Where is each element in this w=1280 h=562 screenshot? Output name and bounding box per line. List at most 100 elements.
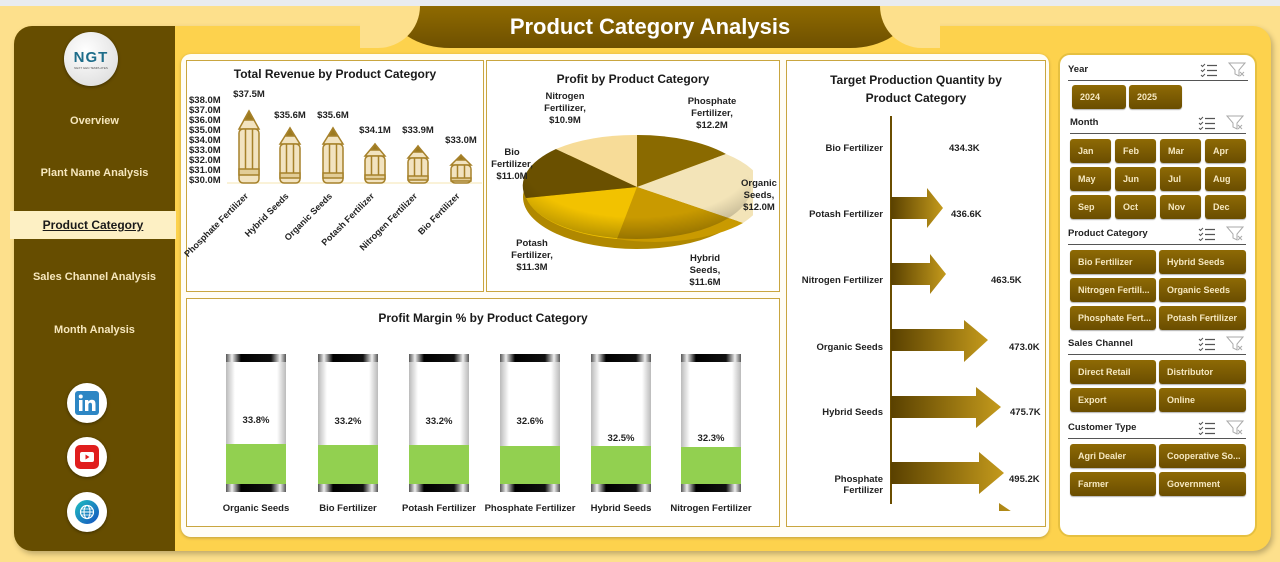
year-2025-button[interactable]: 2025 xyxy=(1129,85,1182,109)
year-2024-button[interactable]: 2024 xyxy=(1072,85,1126,109)
revenue-chart: Total Revenue by Product Category $38.0M… xyxy=(182,60,484,292)
category-bio-fertilizer-button[interactable]: Bio Fertilizer xyxy=(1070,250,1156,274)
revenue-chart-title: Total Revenue by Product Category xyxy=(233,67,437,81)
channel-direct-retail-button[interactable]: Direct Retail xyxy=(1070,360,1156,384)
revenue-value-label: $37.5M xyxy=(233,89,265,100)
margin-value: 32.3% xyxy=(697,433,725,444)
multi-select-icon[interactable] xyxy=(1196,420,1218,436)
multi-select-icon[interactable] xyxy=(1198,62,1220,78)
sidebar-item-plant-name-analysis[interactable]: Plant Name Analysis xyxy=(40,167,149,179)
logo-text: NGT xyxy=(73,48,109,66)
target-label: Nitrogen Fertilizer xyxy=(801,275,883,286)
margin-bar-organic-seeds: 33.8% xyxy=(226,354,286,492)
category-hybrid-seeds-button[interactable]: Hybrid Seeds xyxy=(1159,250,1246,274)
globe-icon xyxy=(75,500,99,524)
y-tick: $35.0M xyxy=(189,125,221,136)
sidebar-item-overview[interactable]: Overview xyxy=(70,115,119,127)
clear-filter-icon[interactable] xyxy=(1224,226,1246,242)
target-value: 495.2K xyxy=(1009,474,1040,485)
customer-government-button[interactable]: Government xyxy=(1159,472,1246,496)
customer-agri-dealer-button[interactable]: Agri Dealer xyxy=(1070,444,1156,468)
youtube-button[interactable] xyxy=(67,437,107,477)
clear-filter-icon[interactable] xyxy=(1224,336,1246,352)
slicer-year-header: Year xyxy=(1068,59,1248,81)
logo: NGT NEXT GEN TEMPLATES xyxy=(64,32,118,86)
pie-label-bio: Bio Fertilizer, $11.0M xyxy=(491,147,533,182)
category-potash-fertilizer-button[interactable]: Potash Fertilizer xyxy=(1159,306,1246,330)
month-may-button[interactable]: May xyxy=(1070,167,1111,191)
category-organic-seeds-button[interactable]: Organic Seeds xyxy=(1159,278,1246,302)
category-phosphate-fertilizer-button[interactable]: Phosphate Fert... xyxy=(1070,306,1156,330)
channel-online-button[interactable]: Online xyxy=(1159,388,1246,412)
pie-label-organic: Organic Seeds, $12.0M xyxy=(741,178,777,213)
y-tick: $36.0M xyxy=(189,115,221,126)
margin-x-label: Bio Fertilizer xyxy=(319,503,377,514)
month-oct-button[interactable]: Oct xyxy=(1115,195,1156,219)
multi-select-icon[interactable] xyxy=(1196,115,1218,131)
target-production-chart: Target Production Quantity by Product Ca… xyxy=(786,60,1046,527)
pie-label-hybrid: Hybrid Seeds, $11.6M xyxy=(689,253,721,288)
target-chart-title: Target Production Quantity by Product Ca… xyxy=(830,73,1002,105)
y-tick: $37.0M xyxy=(189,105,221,116)
revenue-value-label: $35.6M xyxy=(274,110,306,121)
month-feb-button[interactable]: Feb xyxy=(1115,139,1156,163)
month-mar-button[interactable]: Mar xyxy=(1160,139,1201,163)
channel-export-button[interactable]: Export xyxy=(1070,388,1156,412)
category-nitrogen-fertilizer-button[interactable]: Nitrogen Fertili... xyxy=(1070,278,1156,302)
target-value: 436.6K xyxy=(951,209,982,220)
multi-select-icon[interactable] xyxy=(1196,226,1218,242)
logo-subtext: NEXT GEN TEMPLATES xyxy=(74,65,108,70)
margin-value: 33.2% xyxy=(334,416,362,427)
y-tick: $32.0M xyxy=(189,155,221,166)
profit-pie-chart: Profit by Product Category Nitrogen Fert… xyxy=(486,60,780,292)
linkedin-icon xyxy=(75,391,99,415)
margin-x-label: Hybrid Seeds xyxy=(590,503,652,514)
month-sep-button[interactable]: Sep xyxy=(1070,195,1111,219)
margin-bar-potash-fertilizer: 33.2% xyxy=(409,354,469,492)
target-label: Bio Fertilizer xyxy=(825,143,883,154)
page-title: Product Category Analysis xyxy=(509,14,791,39)
month-dec-button[interactable]: Dec xyxy=(1205,195,1246,219)
month-nov-button[interactable]: Nov xyxy=(1160,195,1201,219)
target-value: 473.0K xyxy=(1009,342,1040,353)
month-jan-button[interactable]: Jan xyxy=(1070,139,1111,163)
month-aug-button[interactable]: Aug xyxy=(1205,167,1246,191)
youtube-icon xyxy=(75,445,99,469)
revenue-value-label: $33.0M xyxy=(445,135,477,146)
y-tick: $33.0M xyxy=(189,145,221,156)
target-axis-line xyxy=(890,116,892,504)
month-jul-button[interactable]: Jul xyxy=(1160,167,1201,191)
target-value: 463.5K xyxy=(991,275,1022,286)
margin-x-label: Nitrogen Fertilizer xyxy=(670,503,752,514)
revenue-x-label: Hybrid Seeds xyxy=(243,191,292,239)
slicer-month-header: Month xyxy=(1070,112,1246,134)
target-label: Potash Fertilizer xyxy=(809,209,883,220)
revenue-pencil-bars xyxy=(227,109,482,184)
revenue-x-label: Bio Fertilizer xyxy=(416,191,463,237)
margin-value: 32.6% xyxy=(516,416,544,427)
customer-cooperative-button[interactable]: Cooperative So... xyxy=(1159,444,1246,468)
sidebar: NGT NEXT GEN TEMPLATES Overview Plant Na… xyxy=(10,26,176,551)
sidebar-item-sales-channel-analysis[interactable]: Sales Channel Analysis xyxy=(32,271,157,283)
slicer-customer-type-title: Customer Type xyxy=(1068,422,1137,433)
profit-pie xyxy=(522,134,753,249)
slicer-customer-type-header: Customer Type xyxy=(1068,417,1246,439)
month-jun-button[interactable]: Jun xyxy=(1115,167,1156,191)
website-button[interactable] xyxy=(67,492,107,532)
margin-x-label: Potash Fertilizer xyxy=(402,503,476,514)
customer-farmer-button[interactable]: Farmer xyxy=(1070,472,1156,496)
margin-x-label: Organic Seeds xyxy=(222,503,290,514)
channel-distributor-button[interactable]: Distributor xyxy=(1159,360,1246,384)
multi-select-icon[interactable] xyxy=(1196,336,1218,352)
pie-label-nitrogen: Nitrogen Fertilizer, $10.9M xyxy=(544,91,586,126)
y-tick: $31.0M xyxy=(189,165,221,176)
sidebar-item-month-analysis[interactable]: Month Analysis xyxy=(54,324,135,336)
slicer-product-category-title: Product Category xyxy=(1068,228,1148,239)
linkedin-button[interactable] xyxy=(67,383,107,423)
revenue-value-label: $33.9M xyxy=(402,125,434,136)
sidebar-item-product-category[interactable]: Product Category xyxy=(10,211,176,239)
month-apr-button[interactable]: Apr xyxy=(1205,139,1246,163)
clear-filter-icon[interactable] xyxy=(1224,115,1246,131)
clear-filter-icon[interactable] xyxy=(1224,420,1246,436)
clear-filter-icon[interactable] xyxy=(1226,62,1248,78)
